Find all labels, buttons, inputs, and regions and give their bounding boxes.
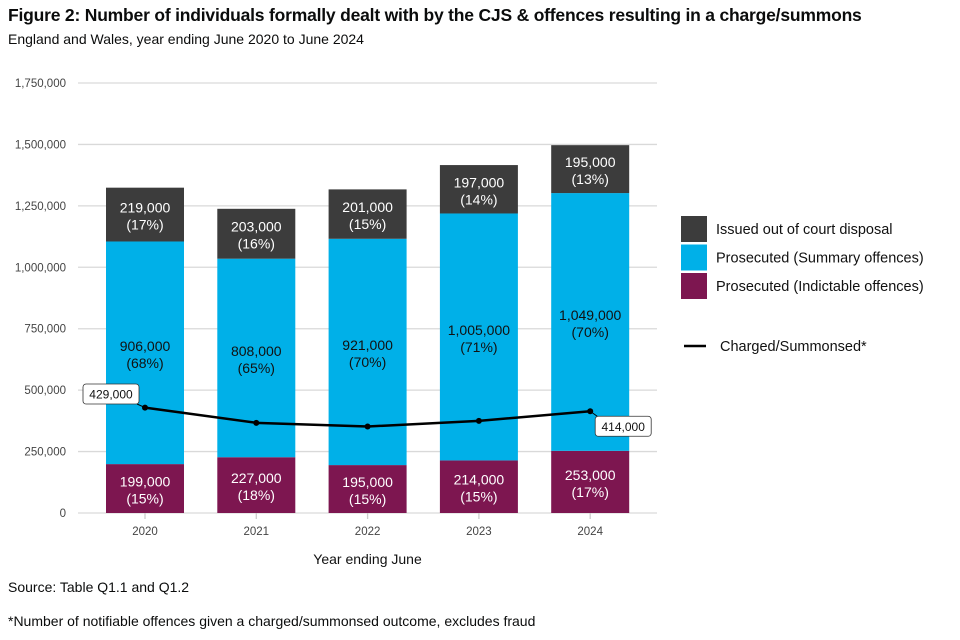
x-tick-label: 2024 xyxy=(577,526,603,538)
legend-swatch xyxy=(681,273,707,299)
x-tick-label: 2020 xyxy=(132,526,158,538)
callout-label: 414,000 xyxy=(602,420,646,434)
legend-label: Prosecuted (Indictable offences) xyxy=(716,279,924,295)
bar-value-label: 808,000 xyxy=(231,343,282,359)
y-tick-label: 500,000 xyxy=(24,385,66,397)
y-axis-ticks: 0 250,000 500,000 750,000 1,000,000 1,250,000… xyxy=(15,78,66,520)
bar-pct-label: (70%) xyxy=(349,354,386,370)
legend: Issued out of court disposal Prosecuted (… xyxy=(681,216,924,355)
bar-value-label: 1,005,000 xyxy=(448,322,510,338)
y-tick-label: 1,750,000 xyxy=(15,78,66,90)
bar-pct-label: (17%) xyxy=(126,217,163,233)
bar-pct-label: (15%) xyxy=(349,491,386,507)
line-callouts: 429,000 414,000 xyxy=(82,383,652,437)
bar-pct-label: (15%) xyxy=(460,489,497,505)
legend-label: Issued out of court disposal xyxy=(716,222,893,238)
legend-label: Prosecuted (Summary offences) xyxy=(716,251,924,267)
bar-issued-out-of-court-disposal xyxy=(328,189,407,239)
bar-value-label: 906,000 xyxy=(120,338,171,354)
bar-pct-label: (16%) xyxy=(238,236,275,252)
callout-label: 429,000 xyxy=(89,388,133,402)
x-tick-label: 2023 xyxy=(466,526,492,538)
bar-pct-label: (18%) xyxy=(238,487,275,503)
legend-label: Charged/Summonsed* xyxy=(720,339,867,355)
callout-leader xyxy=(589,410,598,417)
bar-value-label: 1,049,000 xyxy=(559,307,621,323)
x-tick-label: 2022 xyxy=(355,526,381,538)
bar-issued-out-of-court-disposal xyxy=(439,165,518,214)
bar-prosecuted-indictable-offences xyxy=(217,457,296,513)
line-point xyxy=(364,423,371,430)
bar-value-label: 197,000 xyxy=(454,174,505,190)
x-axis-title: Year ending June xyxy=(313,551,422,567)
bar-value-label: 195,000 xyxy=(342,474,393,490)
bar-prosecuted-indictable-offences xyxy=(551,450,630,513)
line-point xyxy=(475,417,482,424)
y-tick-label: 1,000,000 xyxy=(15,262,66,274)
bar-value-label: 214,000 xyxy=(454,472,505,488)
bar-value-label: 921,000 xyxy=(342,337,393,353)
bar-value-label: 227,000 xyxy=(231,470,282,486)
source-note: Source: Table Q1.1 and Q1.2 xyxy=(8,579,190,595)
bar-prosecuted-summary-offences xyxy=(106,241,184,465)
bar-value-label: 219,000 xyxy=(120,200,171,216)
bar-issued-out-of-court-disposal xyxy=(217,208,296,259)
bar-value-label: 201,000 xyxy=(342,199,393,215)
y-tick-label: 250,000 xyxy=(24,447,66,459)
chart-title: Figure 2: Number of individuals formally… xyxy=(8,5,862,25)
bar-pct-label: (13%) xyxy=(572,171,609,187)
legend-swatch xyxy=(681,216,707,242)
bar-value-label: 253,000 xyxy=(565,467,616,483)
footnote: *Number of notifiable offences given a c… xyxy=(8,613,536,629)
bar-pct-label: (14%) xyxy=(460,191,497,207)
bar-prosecuted-summary-offences xyxy=(551,193,630,451)
x-tick-label: 2021 xyxy=(244,526,270,538)
bar-value-label: 203,000 xyxy=(231,219,282,235)
bar-prosecuted-indictable-offences xyxy=(439,460,518,513)
x-axis-ticks: 2020 2021 2022 2023 2024 xyxy=(132,513,604,538)
chart-subtitle: England and Wales, year ending June 2020… xyxy=(8,31,364,47)
callout-box xyxy=(82,383,140,405)
legend-swatch xyxy=(681,244,707,271)
callout-box xyxy=(594,415,652,437)
bar-pct-label: (70%) xyxy=(572,324,609,340)
y-tick-label: 0 xyxy=(60,508,66,520)
y-tick-label: 1,500,000 xyxy=(15,139,66,151)
y-tick-label: 750,000 xyxy=(24,324,66,336)
bar-pct-label: (15%) xyxy=(349,216,386,232)
bar-pct-label: (65%) xyxy=(238,360,275,376)
bar-prosecuted-indictable-offences xyxy=(328,465,407,513)
bar-pct-label: (68%) xyxy=(126,355,163,371)
bar-value-label: 199,000 xyxy=(120,474,171,490)
bar-pct-label: (71%) xyxy=(460,339,497,355)
bar-pct-label: (17%) xyxy=(572,484,609,500)
bar-prosecuted-indictable-offences xyxy=(106,464,184,513)
bar-labels: 199,000(15%)906,000(68%)219,000(17%)227,… xyxy=(120,154,622,507)
bar-issued-out-of-court-disposal xyxy=(551,145,630,194)
bar-issued-out-of-court-disposal xyxy=(106,187,184,242)
callout-leader xyxy=(136,403,146,409)
bar-pct-label: (15%) xyxy=(126,491,163,507)
bar-value-label: 195,000 xyxy=(565,154,616,170)
y-tick-label: 1,250,000 xyxy=(15,201,66,213)
line-point xyxy=(253,419,260,426)
